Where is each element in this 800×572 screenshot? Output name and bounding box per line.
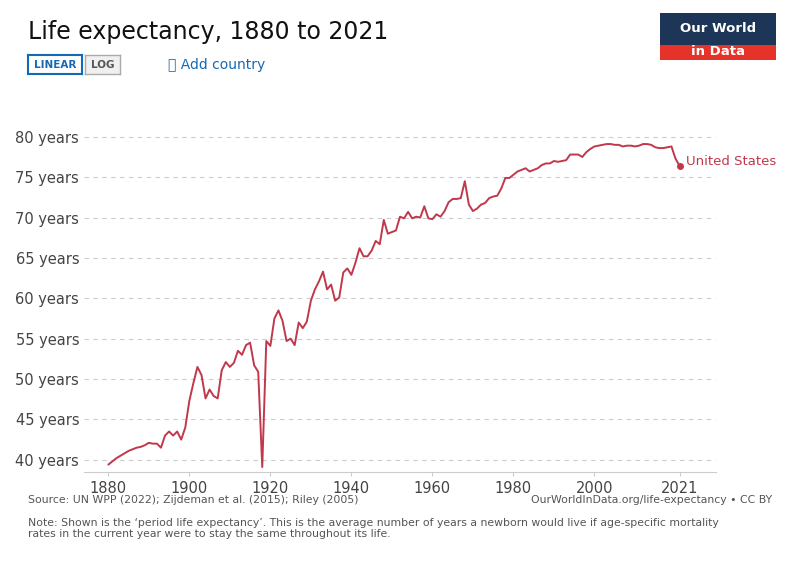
Text: Source: UN WPP (2022); Zijdeman et al. (2015); Riley (2005): Source: UN WPP (2022); Zijdeman et al. (…	[28, 495, 358, 505]
Text: Note: Shown is the ‘period life expectancy’. This is the average number of years: Note: Shown is the ‘period life expectan…	[28, 518, 718, 539]
Text: Life expectancy, 1880 to 2021: Life expectancy, 1880 to 2021	[28, 20, 388, 44]
Text: LINEAR: LINEAR	[34, 60, 76, 70]
Text: Our World: Our World	[680, 22, 756, 35]
Text: in Data: in Data	[691, 45, 745, 58]
Text: OurWorldInData.org/life-expectancy • CC BY: OurWorldInData.org/life-expectancy • CC …	[531, 495, 772, 505]
Text: ➕ Add country: ➕ Add country	[168, 58, 266, 72]
FancyBboxPatch shape	[660, 45, 776, 60]
Text: United States: United States	[686, 156, 776, 168]
Text: LOG: LOG	[90, 60, 114, 70]
